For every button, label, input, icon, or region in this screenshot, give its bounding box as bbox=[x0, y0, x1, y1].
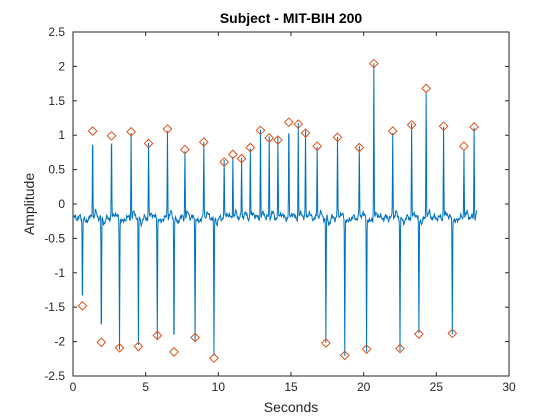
x-ticks-group: 0 5 10 15 20 25 30 bbox=[70, 32, 516, 394]
peak-marker bbox=[114, 342, 125, 353]
peak-marker bbox=[406, 119, 417, 130]
y-ticks-group: -2.5 -2 -1.5 -1 -0.5 0 0.5 1 1.5 2 2.5 bbox=[44, 25, 509, 383]
peak-marker bbox=[332, 132, 343, 143]
x-tick-label: 20 bbox=[357, 380, 371, 394]
ecg-signal-line bbox=[72, 63, 478, 357]
peak-marker bbox=[264, 133, 275, 143]
peak-marker bbox=[387, 126, 398, 136]
peak-marker bbox=[209, 353, 219, 364]
peak-marker bbox=[273, 135, 283, 145]
plot-area bbox=[72, 31, 510, 377]
y-tick-label: 2 bbox=[58, 59, 65, 73]
y-tick-label: -2 bbox=[54, 335, 65, 349]
peak-marker bbox=[368, 58, 379, 69]
peak-marker bbox=[395, 343, 405, 354]
y-tick-label: -1.5 bbox=[44, 300, 65, 314]
peak-marker bbox=[413, 329, 424, 339]
peak-marker bbox=[245, 142, 256, 153]
peak-marker bbox=[162, 124, 173, 134]
x-tick-label: 15 bbox=[284, 380, 298, 394]
peak-marker bbox=[469, 122, 480, 132]
y-tick-label: 1.5 bbox=[48, 94, 65, 108]
y-tick-label: -2.5 bbox=[44, 369, 65, 383]
peak-marker bbox=[179, 144, 190, 155]
peak-marker bbox=[143, 138, 154, 149]
x-tick-label: 30 bbox=[502, 380, 516, 394]
y-tick-label: 2.5 bbox=[48, 25, 65, 39]
peak-marker bbox=[312, 141, 323, 152]
peak-marker bbox=[354, 142, 365, 153]
peak-marker bbox=[77, 300, 88, 311]
peak-marker bbox=[96, 337, 107, 348]
peak-marker bbox=[106, 130, 117, 141]
peak-marker bbox=[152, 330, 163, 341]
peak-marker bbox=[421, 83, 432, 94]
x-tick-label: 5 bbox=[142, 380, 149, 394]
chart-title: Subject - MIT-BIH 200 bbox=[220, 10, 363, 26]
y-tick-label: -1 bbox=[54, 266, 65, 280]
x-axis-label: Seconds bbox=[264, 399, 318, 415]
peak-marker bbox=[236, 153, 247, 164]
peak-marker bbox=[293, 119, 304, 130]
peak-marker bbox=[133, 341, 144, 352]
y-tick-label: -0.5 bbox=[44, 231, 65, 245]
peak-marker bbox=[361, 344, 372, 355]
peak-marker bbox=[320, 338, 331, 348]
peak-marker bbox=[447, 328, 458, 339]
ecg-signal-group bbox=[72, 63, 478, 357]
x-tick-label: 25 bbox=[430, 380, 444, 394]
peak-marker bbox=[198, 137, 209, 147]
peak-marker bbox=[126, 126, 137, 137]
peak-marker bbox=[283, 117, 294, 128]
y-tick-label: 0.5 bbox=[48, 163, 65, 177]
peak-marker bbox=[219, 157, 230, 167]
peak-marker bbox=[459, 141, 469, 152]
peak-marker bbox=[255, 125, 266, 136]
peak-marker bbox=[190, 332, 200, 343]
y-tick-label: 1 bbox=[58, 128, 65, 142]
peak-marker bbox=[339, 350, 350, 361]
peak-marker bbox=[169, 347, 179, 357]
y-axis-label: Amplitude bbox=[21, 173, 37, 235]
x-tick-label: 10 bbox=[212, 380, 226, 394]
peak-marker bbox=[300, 128, 311, 139]
x-tick-label: 0 bbox=[70, 380, 77, 394]
y-tick-label: 0 bbox=[58, 197, 65, 211]
peak-marker bbox=[87, 126, 98, 136]
peak-markers-group bbox=[77, 58, 480, 364]
peak-marker bbox=[227, 149, 238, 160]
peak-marker bbox=[438, 121, 449, 132]
